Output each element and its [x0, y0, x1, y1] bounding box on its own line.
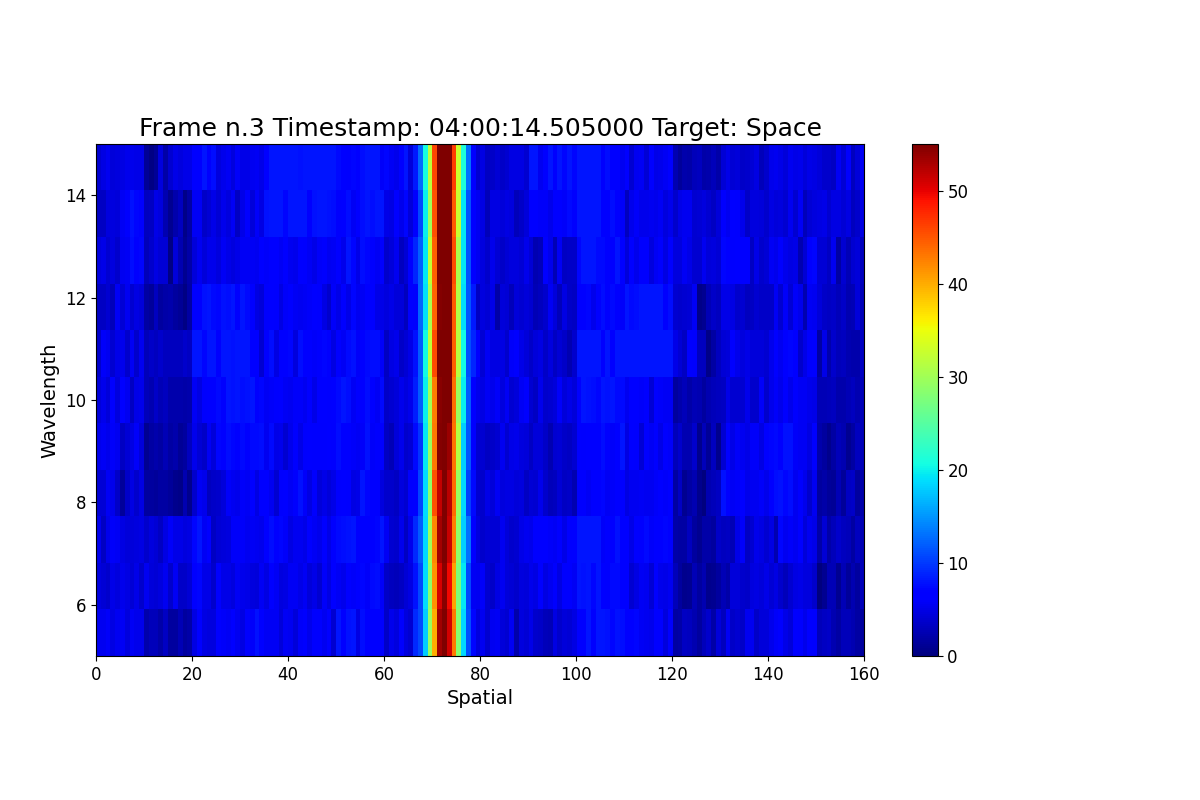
Title: Frame n.3 Timestamp: 04:00:14.505000 Target: Space: Frame n.3 Timestamp: 04:00:14.505000 Tar…: [138, 117, 822, 141]
Y-axis label: Wavelength: Wavelength: [41, 342, 60, 458]
X-axis label: Spatial: Spatial: [446, 690, 514, 708]
